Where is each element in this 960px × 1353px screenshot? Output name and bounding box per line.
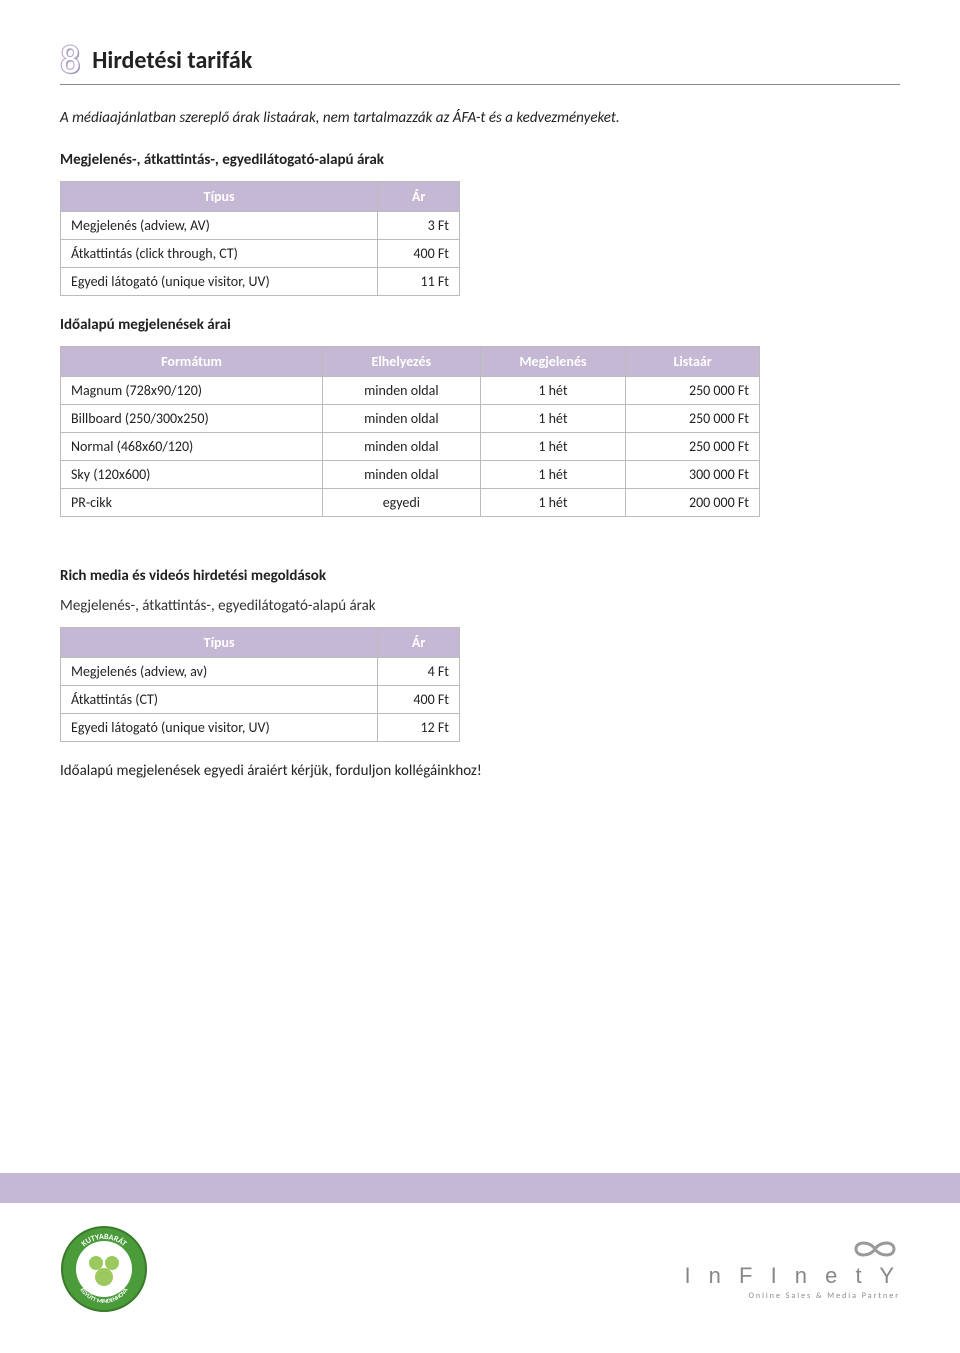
page-header: 8 Hirdetési tarifák: [60, 40, 900, 85]
table-row: Átkattintás (CT) 400 Ft: [61, 686, 460, 714]
kutyabarat-logo: KUTYABARÁT EGYÜTT MINDENHOVA: [60, 1225, 148, 1313]
cell-type: Átkattintás (click through, CT): [61, 240, 378, 268]
cell-format: Magnum (728x90/120): [61, 377, 323, 405]
table-row: Egyedi látogató (unique visitor, UV) 11 …: [61, 268, 460, 296]
section2-heading: Időalapú megjelenések árai: [60, 316, 900, 334]
table-row: Sky (120x600) minden oldal 1 hét 300 000…: [61, 461, 760, 489]
table-row: Magnum (728x90/120) minden oldal 1 hét 2…: [61, 377, 760, 405]
intro-text: A médiaajánlatban szereplő árak listaára…: [60, 109, 900, 127]
th-listprice: Listaár: [626, 347, 760, 377]
table-row: Normal (468x60/120) minden oldal 1 hét 2…: [61, 433, 760, 461]
cell-listprice: 200 000 Ft: [626, 489, 760, 517]
table-row: PR-cikk egyedi 1 hét 200 000 Ft: [61, 489, 760, 517]
th-placement: Elhelyezés: [323, 347, 481, 377]
cell-placement: minden oldal: [323, 433, 481, 461]
footer-logos: KUTYABARÁT EGYÜTT MINDENHOVA I n F I n e…: [60, 1225, 900, 1313]
cell-format: Normal (468x60/120): [61, 433, 323, 461]
cell-listprice: 250 000 Ft: [626, 433, 760, 461]
table-time-pricing: Formátum Elhelyezés Megjelenés Listaár M…: [60, 346, 760, 517]
table-row: Billboard (250/300x250) minden oldal 1 h…: [61, 405, 760, 433]
cell-format: PR-cikk: [61, 489, 323, 517]
th-price: Ár: [378, 182, 460, 212]
cell-type: Átkattintás (CT): [61, 686, 378, 714]
th-format: Formátum: [61, 347, 323, 377]
table-row: Megjelenés (adview, av) 4 Ft: [61, 658, 460, 686]
page-number: 8: [60, 40, 80, 80]
cell-listprice: 250 000 Ft: [626, 405, 760, 433]
table-pricing-1: Típus Ár Megjelenés (adview, AV) 3 Ft Át…: [60, 181, 460, 296]
cell-appearance: 1 hét: [480, 433, 626, 461]
cell-placement: minden oldal: [323, 461, 481, 489]
cell-price: 12 Ft: [378, 714, 460, 742]
cell-type: Egyedi látogató (unique visitor, UV): [61, 714, 378, 742]
cell-price: 3 Ft: [378, 212, 460, 240]
cell-price: 400 Ft: [378, 686, 460, 714]
cell-placement: minden oldal: [323, 405, 481, 433]
th-type: Típus: [61, 182, 378, 212]
cell-appearance: 1 hét: [480, 405, 626, 433]
cell-type: Megjelenés (adview, AV): [61, 212, 378, 240]
closing-note: Időalapú megjelenések egyedi áraiért kér…: [60, 762, 900, 780]
table-row: Egyedi látogató (unique visitor, UV) 12 …: [61, 714, 460, 742]
page-title: Hirdetési tarifák: [92, 40, 252, 75]
table-row: Megjelenés (adview, AV) 3 Ft: [61, 212, 460, 240]
cell-appearance: 1 hét: [480, 461, 626, 489]
table-pricing-3: Típus Ár Megjelenés (adview, av) 4 Ft Át…: [60, 627, 460, 742]
cell-price: 11 Ft: [378, 268, 460, 296]
cell-price: 4 Ft: [378, 658, 460, 686]
th-price: Ár: [378, 628, 460, 658]
cell-placement: egyedi: [323, 489, 481, 517]
th-type: Típus: [61, 628, 378, 658]
cell-appearance: 1 hét: [480, 377, 626, 405]
infinety-sub-text: Online Sales & Media Partner: [684, 1291, 900, 1301]
cell-price: 400 Ft: [378, 240, 460, 268]
infinety-brand-text: I n F I n e t Y: [684, 1263, 900, 1289]
cell-listprice: 250 000 Ft: [626, 377, 760, 405]
section1-heading: Megjelenés-, átkattintás-, egyedilátogat…: [60, 151, 900, 169]
cell-placement: minden oldal: [323, 377, 481, 405]
cell-listprice: 300 000 Ft: [626, 461, 760, 489]
table-row: Átkattintás (click through, CT) 400 Ft: [61, 240, 460, 268]
cell-type: Megjelenés (adview, av): [61, 658, 378, 686]
infinety-logo: I n F I n e t Y Online Sales & Media Par…: [684, 1237, 900, 1301]
cell-format: Billboard (250/300x250): [61, 405, 323, 433]
cell-format: Sky (120x600): [61, 461, 323, 489]
cell-appearance: 1 hét: [480, 489, 626, 517]
th-appearance: Megjelenés: [480, 347, 626, 377]
cell-type: Egyedi látogató (unique visitor, UV): [61, 268, 378, 296]
section3-subheading: Megjelenés-, átkattintás-, egyedilátogat…: [60, 597, 900, 615]
footer-band: [0, 1173, 960, 1203]
section3-heading: Rich media és videós hirdetési megoldáso…: [60, 567, 900, 585]
